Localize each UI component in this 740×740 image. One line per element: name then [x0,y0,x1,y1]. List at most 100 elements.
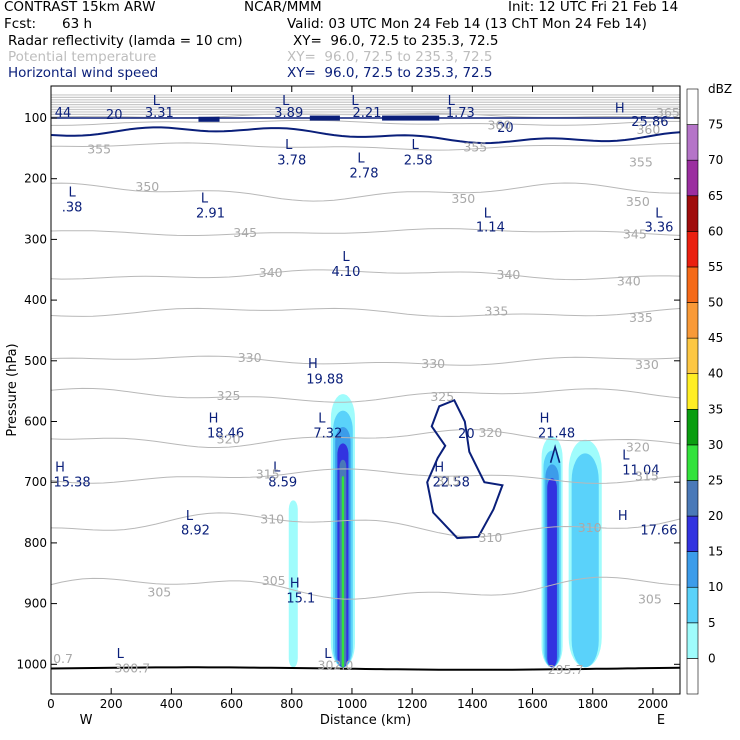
wind-label: 3.31 [145,106,174,121]
extremum-marker: L [655,207,663,222]
theta-label: 320 [478,425,502,440]
colorbar-bin [686,551,699,588]
theta-isoline-360 [51,119,680,126]
reflectivity-cell-2-level-30 [341,476,345,668]
theta-label: 330 [421,356,445,371]
theta-label: 330 [635,357,659,372]
theta-label: 325 [217,388,241,403]
colorbar-bin [686,124,699,161]
extremum-marker: L [153,94,161,109]
colorbar-bin [686,408,699,446]
extremum-marker: L [342,250,350,265]
extremum-marker: H [209,411,219,426]
extremum-marker: L [273,460,281,475]
theta-label: 340 [497,267,521,282]
y-tick-label: 400 [24,293,47,307]
colorbar-tick-label: 15 [708,545,723,559]
colorbar-tick-label: 40 [708,367,723,381]
y-tick-label: 900 [24,597,47,611]
extremum-marker: L [282,94,290,109]
wind-label: 20 [106,108,123,123]
init-time: Init: 12 UTC Fri 21 Feb 14 [508,0,679,15]
theta-isoline-320 [51,428,680,448]
theta-isoline-305 [51,576,680,600]
wind-label: 15.1 [286,592,315,607]
colorbar-tick-label: 60 [708,224,723,238]
valid-time: Valid: 03 UTC Mon 24 Feb 14 (13 ChT Mon … [287,16,647,32]
colorbar-bin [686,195,699,232]
x-tick-label: 1400 [457,697,488,711]
extremum-marker: L [201,192,209,207]
y-tick-label: 500 [24,354,47,368]
y-tick-label: 200 [24,172,47,186]
theta-isoline-325 [51,387,680,403]
y-tick-label: 100 [24,111,47,125]
x-tick-label: 0 [47,697,55,711]
wind-label: 8.59 [268,476,297,491]
theta-label: 0.7 [53,651,73,666]
theta-label: 300.7 [114,660,150,675]
wind-label: 3.78 [277,153,306,168]
center-name: NCAR/MMM [244,0,322,15]
extremum-marker: L [68,185,76,200]
wind-label: 20 [497,121,514,136]
surface-line [51,666,680,671]
x-tick-label: 800 [280,697,303,711]
colorbar-tick-label: 75 [708,118,723,132]
theta-isoline-315 [51,468,680,484]
colorbar-tick-label: 20 [708,509,723,523]
extremum-marker: H [434,460,444,475]
extremum-marker: L [351,94,359,109]
theta-label: 355 [87,141,111,156]
y-tick-label: 700 [24,475,47,489]
x-tick-label: 1000 [337,697,368,711]
extremum-marker: H [308,357,318,372]
theta-label: 360 [487,118,511,133]
colorbar-tick-label: 0 [708,651,716,665]
wind-label: .38 [62,201,83,216]
y-tick-label: 1000 [16,657,47,671]
extremum-marker: H [618,509,628,524]
wind-contour-jet-base [51,126,680,145]
colorbar-bin [686,444,699,481]
theta-label: 340 [259,265,283,280]
colorbar-bin [686,266,699,303]
theta-label: 355 [463,140,487,155]
wind-label: 44 [55,106,72,121]
colorbar-bin [686,88,699,125]
colorbar-bin [686,586,699,624]
field-1-xy: XY= 96.0, 72.5 to 235.3, 72.5 [293,33,499,49]
extremum-marker: H [55,460,65,475]
theta-label: 365 [656,105,680,120]
colorbar-bin [686,373,699,410]
theta-isoline-330 [51,355,680,366]
colorbar-tick-label: 45 [708,331,723,345]
colorbar-tick-label: 55 [708,260,723,274]
extremum-marker: L [622,448,630,463]
extremum-marker: L [324,647,332,662]
wind-label: 2.78 [350,167,379,182]
theta-isoline-355 [51,142,680,151]
extremum-marker: L [117,647,125,662]
reflectivity-cell-4-level-10 [571,453,599,668]
wind-jet-core-1 [198,116,220,122]
plot-frame [50,85,681,695]
wind-label: 1.73 [446,106,475,121]
colorbar-bin [686,480,699,517]
colorbar-bin [686,622,699,659]
fcst-value: 63 h [62,16,93,32]
wind-label: 3.36 [644,221,673,236]
extremum-marker: H [615,102,625,117]
extremum-marker: H [290,576,300,591]
theta-label: 350 [626,194,650,209]
reflectivity-cell-1-level-5 [288,500,298,668]
wind-label: 2.91 [196,207,225,222]
wind-label: 25.86 [631,115,668,130]
field-2-name: Potential temperature [8,49,157,65]
theta-label: 320 [626,439,650,454]
extremum-marker: L [357,151,365,166]
reflectivity-cell-3-level-20 [547,478,557,668]
theta-label: 335 [629,310,653,325]
wind-label: 2.58 [404,153,433,168]
x-tick-label: 1800 [577,697,608,711]
